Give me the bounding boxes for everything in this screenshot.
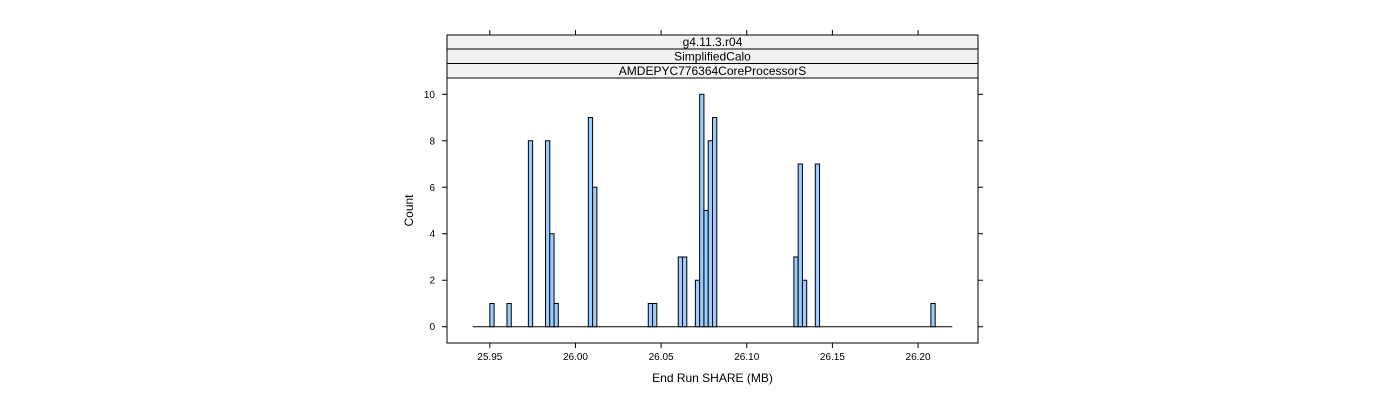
- histogram-bar: [793, 256, 799, 328]
- x-tick-label: 26.20: [906, 352, 931, 363]
- strip-3-label: AMDEPYC776364CoreProcessorS: [619, 64, 806, 78]
- y-tick-label: 0: [429, 322, 435, 333]
- strip-1-label: g4.11.3.r04: [683, 35, 743, 49]
- histogram-bar: [797, 163, 803, 328]
- histogram-bar: [489, 302, 495, 328]
- plot-panel: [446, 77, 979, 344]
- x-tick-label: 26.15: [820, 352, 845, 363]
- y-tick-label: 8: [429, 136, 435, 147]
- y-axis-title: Count: [402, 194, 416, 227]
- y-axis-ticks: 0 2 4 6 8 10: [424, 90, 983, 333]
- y-tick-label: 4: [429, 229, 435, 240]
- x-tick-label: 26.00: [563, 352, 588, 363]
- histogram-bar: [647, 302, 654, 328]
- histogram-bar: [527, 140, 534, 328]
- x-axis-title: End Run SHARE (MB): [652, 371, 773, 385]
- y-tick-label: 10: [424, 90, 436, 101]
- histogram-bar: [544, 140, 551, 328]
- x-tick-label: 26.05: [649, 352, 674, 363]
- histogram-bar: [712, 117, 718, 328]
- histogram-bar: [699, 93, 705, 328]
- histogram-bars: [489, 93, 936, 328]
- histogram-bar: [707, 140, 713, 328]
- histogram-bar: [930, 302, 936, 328]
- histogram-bar: [801, 279, 808, 328]
- histogram-bar: [677, 256, 684, 328]
- x-axis-ticks: 25.95 26.00 26.05 26.10 26.15 26.20: [477, 30, 931, 363]
- histogram-bar: [652, 302, 658, 328]
- histogram-bar: [694, 279, 701, 328]
- histogram-bar: [553, 302, 559, 328]
- y-tick-label: 2: [429, 276, 435, 287]
- x-tick-label: 26.10: [734, 352, 759, 363]
- strip-headers: g4.11.3.r04 SimplifiedCalo AMDEPYC776364…: [446, 34, 979, 79]
- strip-2-label: SimplifiedCalo: [674, 50, 751, 64]
- histogram-bar: [703, 210, 709, 328]
- y-tick-label: 6: [429, 183, 435, 194]
- histogram-bar: [587, 117, 594, 328]
- histogram-bar: [682, 256, 688, 328]
- histogram-bar: [592, 186, 598, 328]
- histogram-bar: [549, 233, 555, 328]
- histogram-bar: [814, 163, 821, 328]
- histogram-bar: [506, 302, 512, 328]
- x-tick-label: 25.95: [477, 352, 502, 363]
